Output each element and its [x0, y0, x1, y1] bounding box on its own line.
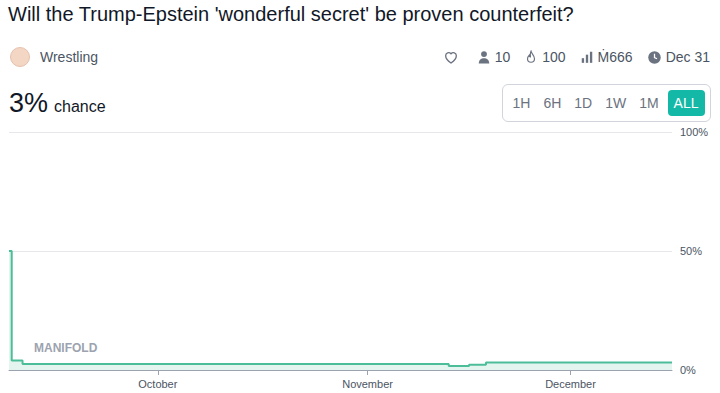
svg-text:100%: 100% — [680, 126, 708, 138]
html-text:1W: 1W — [605, 95, 627, 111]
html-text:100: 100 — [542, 49, 566, 65]
svg-text:November: November — [342, 378, 393, 390]
svg-text:0%: 0% — [680, 364, 696, 376]
html-text:1M: 1M — [639, 95, 659, 111]
html-text:Will the Trump-Epstein 'wonder: Will the Trump-Epstein 'wonderful secret… — [8, 3, 574, 25]
html-text:10: 10 — [494, 49, 511, 65]
html-text:Ṁ666: Ṁ666 — [597, 49, 633, 65]
html-text:3% chance: 3% chance — [9, 88, 106, 118]
svg-text:MANIFOLD: MANIFOLD — [34, 341, 98, 355]
html-text:1D: 1D — [574, 95, 593, 111]
svg-text:50%: 50% — [680, 245, 702, 257]
html-text:1H: 1H — [512, 95, 531, 111]
svg-text:December: December — [545, 378, 596, 390]
html-text:6H: 6H — [543, 95, 562, 111]
html-text:Wrestling: Wrestling — [40, 49, 99, 65]
html-text:Dec 31: Dec 31 — [665, 49, 710, 65]
svg-text:October: October — [138, 378, 177, 390]
html-text:ALL: ALL — [673, 95, 699, 111]
